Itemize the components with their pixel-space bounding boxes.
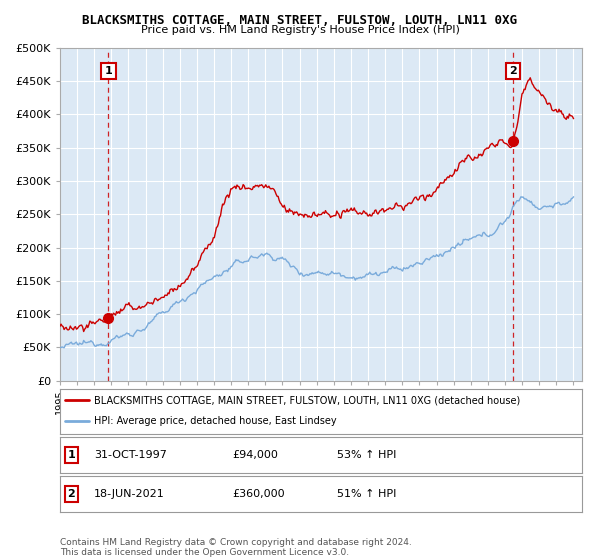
- Text: BLACKSMITHS COTTAGE, MAIN STREET, FULSTOW, LOUTH, LN11 0XG (detached house): BLACKSMITHS COTTAGE, MAIN STREET, FULSTO…: [94, 395, 520, 405]
- Text: Price paid vs. HM Land Registry's House Price Index (HPI): Price paid vs. HM Land Registry's House …: [140, 25, 460, 35]
- Text: 2: 2: [509, 66, 517, 76]
- Text: 2: 2: [68, 489, 76, 499]
- Text: 18-JUN-2021: 18-JUN-2021: [94, 489, 164, 499]
- Text: BLACKSMITHS COTTAGE, MAIN STREET, FULSTOW, LOUTH, LN11 0XG: BLACKSMITHS COTTAGE, MAIN STREET, FULSTO…: [83, 14, 517, 27]
- Text: £360,000: £360,000: [232, 489, 285, 499]
- Text: Contains HM Land Registry data © Crown copyright and database right 2024.
This d: Contains HM Land Registry data © Crown c…: [60, 538, 412, 557]
- Text: HPI: Average price, detached house, East Lindsey: HPI: Average price, detached house, East…: [94, 417, 337, 427]
- Text: 1: 1: [104, 66, 112, 76]
- Text: 1: 1: [68, 450, 76, 460]
- Text: 51% ↑ HPI: 51% ↑ HPI: [337, 489, 396, 499]
- Text: 31-OCT-1997: 31-OCT-1997: [94, 450, 167, 460]
- Text: £94,000: £94,000: [232, 450, 278, 460]
- Text: 53% ↑ HPI: 53% ↑ HPI: [337, 450, 396, 460]
